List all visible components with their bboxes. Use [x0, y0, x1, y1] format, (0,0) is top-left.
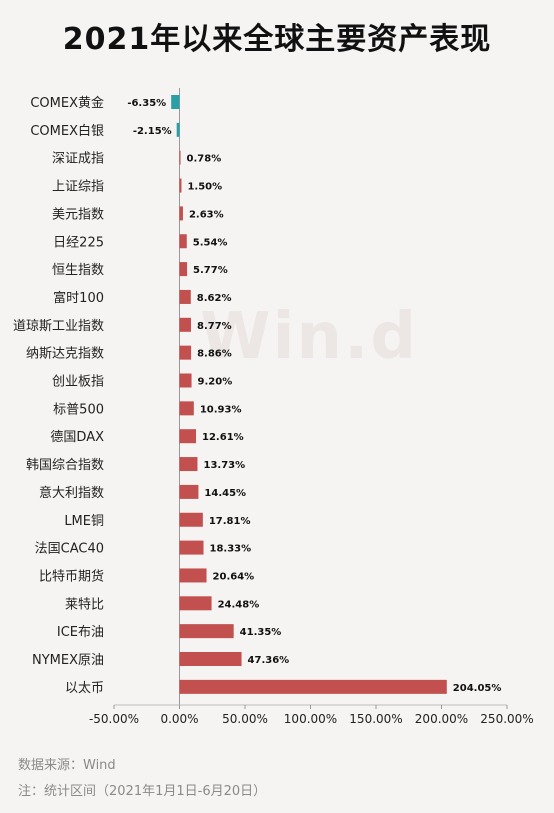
- bar: [179, 345, 192, 360]
- category-label: 以太币: [65, 681, 104, 696]
- category-label: NYMEX原油: [32, 653, 104, 668]
- category-label: 日经225: [53, 235, 104, 250]
- category-label: 标普500: [53, 402, 104, 417]
- value-label: 20.64%: [213, 571, 255, 582]
- bar: [179, 652, 242, 666]
- category-label: COMEX白银: [30, 123, 104, 139]
- range-note: 注：统计区间（2021年1月1日-6月20日）: [18, 784, 267, 799]
- bar: [179, 178, 182, 193]
- value-label: 204.05%: [453, 683, 502, 694]
- category-label: COMEX黄金: [30, 95, 104, 111]
- category-label: 道琼斯工业指数: [13, 319, 104, 334]
- value-label: 10.93%: [200, 404, 242, 415]
- value-label: 13.73%: [203, 460, 245, 471]
- value-label: 0.78%: [187, 154, 222, 165]
- value-label: 8.86%: [197, 349, 232, 360]
- bar: [179, 512, 203, 527]
- category-label: 意大利指数: [39, 485, 104, 501]
- value-label: 5.54%: [193, 237, 228, 248]
- category-label: 恒生指数: [52, 263, 104, 278]
- value-label: 47.36%: [248, 655, 290, 666]
- category-label: 纳斯达克指数: [26, 347, 104, 362]
- category-label: 上证综指: [52, 180, 104, 195]
- value-label: -6.35%: [127, 98, 166, 109]
- value-label: 14.45%: [204, 488, 246, 499]
- value-label: 18.33%: [210, 544, 252, 555]
- source-note: 数据来源：Wind: [18, 758, 116, 773]
- bar: [176, 122, 180, 137]
- category-label: 莱特比: [65, 597, 104, 612]
- category-label: 美元指数: [52, 207, 104, 222]
- category-label: 深证成指: [52, 152, 104, 167]
- category-label: LME铜: [64, 514, 104, 529]
- bar: [179, 262, 188, 277]
- value-label: 5.77%: [193, 265, 228, 276]
- value-label: 2.63%: [189, 209, 224, 220]
- bar: [179, 484, 199, 499]
- category-label: ICE布油: [57, 625, 104, 640]
- x-tick-label: 200.00%: [415, 712, 468, 726]
- bar: [179, 150, 181, 165]
- chart-title: 2021年以来全球主要资产表现: [62, 22, 492, 57]
- value-label: 8.77%: [197, 321, 232, 332]
- x-tick-label: 250.00%: [480, 712, 533, 726]
- x-tick-label: 100.00%: [284, 712, 337, 726]
- bar: [179, 234, 187, 249]
- x-tick-label: 150.00%: [349, 712, 402, 726]
- bar-chart: COMEX黄金 -6.35% COMEX白银 -2.15% 深证成指 0.78% 上证综指 1…: [13, 88, 534, 726]
- bar: [179, 401, 194, 416]
- value-label: 9.20%: [198, 377, 233, 388]
- bar: [179, 540, 204, 555]
- value-label: 41.35%: [240, 627, 282, 638]
- category-label: 法国CAC40: [35, 542, 104, 557]
- value-label: 17.81%: [209, 516, 251, 527]
- x-tick-label: 50.00%: [222, 712, 268, 726]
- bar: [179, 596, 212, 611]
- value-label: 24.48%: [218, 599, 260, 610]
- x-tick-label: -50.00%: [89, 712, 139, 726]
- value-label: -2.15%: [133, 126, 172, 137]
- bar: [179, 373, 192, 388]
- bar: [179, 317, 191, 332]
- value-label: 8.62%: [197, 293, 232, 304]
- bar: [179, 679, 447, 694]
- category-label: 韩国综合指数: [26, 458, 104, 473]
- value-label: 12.61%: [202, 432, 244, 443]
- bar: [171, 95, 180, 109]
- bar: [179, 206, 183, 221]
- watermark: Win.d: [200, 300, 419, 374]
- bar: [179, 568, 207, 583]
- bar: [179, 429, 197, 444]
- x-tick-label: 0.00%: [160, 712, 198, 726]
- bar: [179, 289, 191, 304]
- category-label: 德国DAX: [50, 430, 104, 445]
- category-label: 富时100: [53, 290, 104, 306]
- category-label: 创业板指: [52, 375, 104, 390]
- value-label: 1.50%: [187, 182, 222, 193]
- bar: [179, 457, 198, 472]
- category-label: 比特币期货: [39, 568, 104, 584]
- bar: [179, 624, 234, 639]
